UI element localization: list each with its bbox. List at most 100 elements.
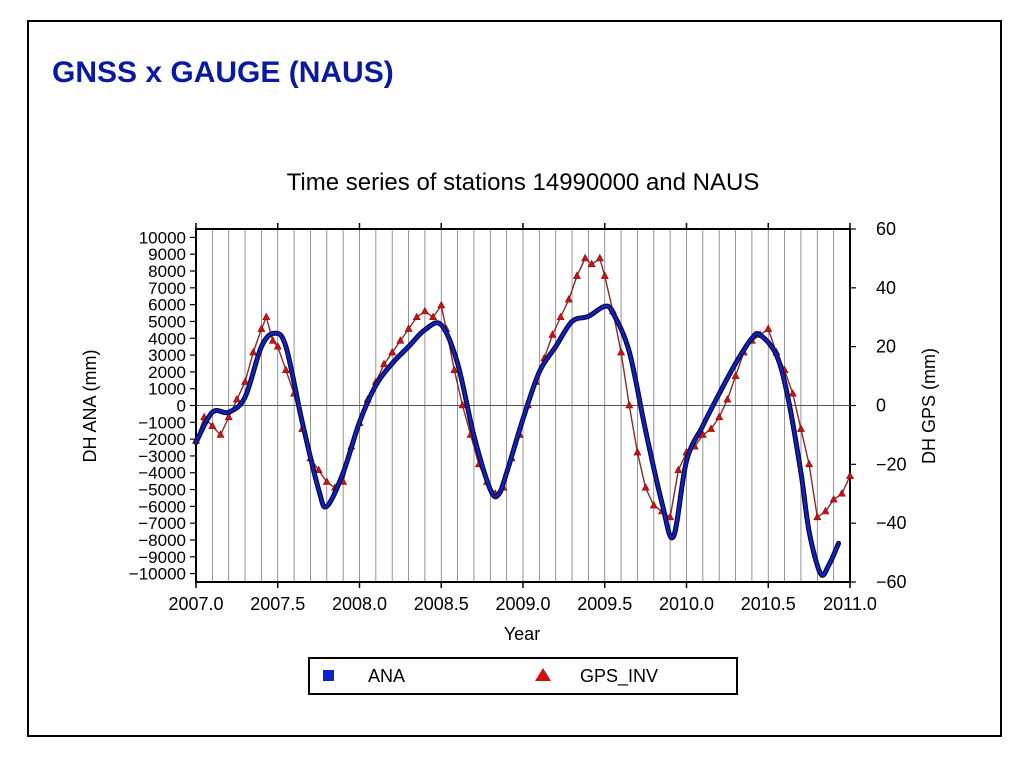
gps-inv-point (224, 412, 233, 421)
gps-inv-point (649, 500, 658, 509)
gps-inv-point (380, 359, 389, 368)
y-left-tick-label: 0 (177, 397, 186, 416)
gps-inv-point (314, 465, 323, 474)
y-left-tick-label: 8000 (148, 262, 186, 281)
y-left-tick-label: −4000 (138, 464, 186, 483)
gps-inv-point (723, 394, 732, 403)
gps-inv-point (281, 365, 290, 374)
y-left-tick-label: −8000 (138, 531, 186, 550)
gps-inv-point (420, 306, 429, 315)
slide-frame (27, 20, 1002, 737)
y-right-tick-label: −60 (876, 572, 907, 592)
y-axis-label-left: DH ANA (mm) (80, 349, 100, 462)
y-axis-right: 60 40 20 0 −20 −40 −60 (850, 219, 907, 592)
gps-inv-point (208, 421, 217, 429)
y-left-tick-label: −7000 (138, 514, 186, 533)
y-right-tick-label: 20 (876, 337, 896, 357)
gps-inv-point (796, 424, 805, 432)
gps-inv-point (625, 400, 634, 409)
gps-inv-point (707, 424, 716, 432)
y-left-tick-label: 5000 (148, 312, 186, 331)
gps-inv-point (216, 430, 225, 438)
legend-gps-inv-label: GPS_INV (580, 666, 658, 687)
x-tick-label: 2009.5 (577, 594, 632, 614)
gps-inv-point (813, 512, 822, 521)
gps-inv-point (322, 477, 331, 485)
legend-gps-triangle-icon (535, 668, 551, 681)
gps-inv-point (232, 394, 241, 403)
legend: ANA GPS_INV (308, 657, 738, 695)
gps-inv-point (396, 336, 405, 344)
y-left-tick-label: −3000 (138, 447, 186, 466)
y-left-tick-label: 3000 (148, 346, 186, 365)
y-left-tick-label: −9000 (138, 548, 186, 567)
gps-inv-point (674, 465, 683, 474)
gps-inv-point (262, 312, 271, 321)
gps-inv-point (731, 371, 740, 379)
y-right-tick-label: −40 (876, 513, 907, 533)
gps-inv-point (666, 512, 675, 521)
x-tick-label: 2010.0 (659, 594, 714, 614)
y-left-tick-label: −10000 (129, 565, 186, 584)
chart-title: Time series of stations 14990000 and NAU… (287, 169, 760, 196)
legend-ana-label: ANA (368, 666, 405, 686)
gps-inv-point (715, 412, 724, 421)
gps-inv-point (450, 365, 459, 374)
y-left-tick-label: 10000 (139, 228, 186, 247)
x-tick-label: 2011.0 (823, 594, 877, 614)
gps-inv-point (273, 342, 282, 350)
y-left-tick-label: −5000 (138, 481, 186, 500)
y-right-tick-label: 60 (876, 219, 896, 239)
gps-inv-point (617, 347, 626, 356)
x-tick-label: 2008.0 (332, 594, 387, 614)
y-left-tick-label: −1000 (138, 413, 186, 432)
y-left-tick-label: 4000 (148, 329, 186, 348)
gps-inv-point (404, 324, 413, 332)
gps-inv-point (587, 259, 596, 268)
y-left-tick-label: 9000 (148, 245, 186, 264)
gps-inv-point (821, 506, 830, 515)
x-tick-label: 2009.0 (495, 594, 550, 614)
gps-inv-point (249, 347, 258, 356)
slide-title: GNSS x GAUGE (NAUS) (52, 56, 394, 89)
gps-inv-point (805, 459, 814, 468)
y-right-tick-label: −20 (876, 454, 907, 474)
x-axis-label: Year (504, 624, 540, 644)
y-axis-left: 1000090008000700060005000400030002000100… (129, 228, 196, 584)
gps-inv-point (572, 271, 581, 279)
gps-inv-point (581, 253, 590, 262)
legend-box (308, 657, 738, 695)
gps-inv-point (257, 324, 266, 332)
gps-inv-point (595, 253, 604, 262)
gps-inv-point (412, 312, 421, 321)
ana-line (194, 304, 840, 577)
gps-inv-point (548, 330, 557, 338)
y-right-tick-label: 0 (876, 396, 886, 416)
x-tick-label: 2010.5 (741, 594, 796, 614)
gps-inv-point (641, 483, 650, 491)
y-left-tick-label: 2000 (148, 363, 186, 382)
x-tick-label: 2007.5 (250, 594, 305, 614)
gps-inv-point (556, 312, 565, 321)
y-left-tick-label: 1000 (148, 380, 186, 399)
gps-inv-point (845, 471, 855, 479)
series-ana (193, 303, 842, 578)
legend-ana-square-icon (323, 670, 334, 681)
gps-inv-point (241, 377, 250, 385)
y-right-tick-label: 40 (876, 278, 896, 298)
gps-inv-point (429, 312, 438, 321)
y-axis-label-right: DH GPS (mm) (919, 348, 939, 464)
gps-inv-point (633, 447, 642, 456)
gps-inv-point (788, 389, 797, 397)
x-tick-label: 2007.0 (168, 594, 223, 614)
y-left-tick-label: 6000 (148, 296, 186, 315)
gps-inv-point (600, 271, 609, 279)
gps-inv-point (829, 495, 838, 503)
gps-inv-point (764, 324, 773, 332)
gps-inv-point (564, 294, 573, 303)
gps-inv-point (388, 347, 397, 356)
gps-inv-point (268, 336, 277, 344)
y-left-tick-label: −2000 (138, 430, 186, 449)
x-axis: 2007.0 2007.5 2008.0 2008.5 2009.0 2009.5 2010… (168, 223, 877, 614)
